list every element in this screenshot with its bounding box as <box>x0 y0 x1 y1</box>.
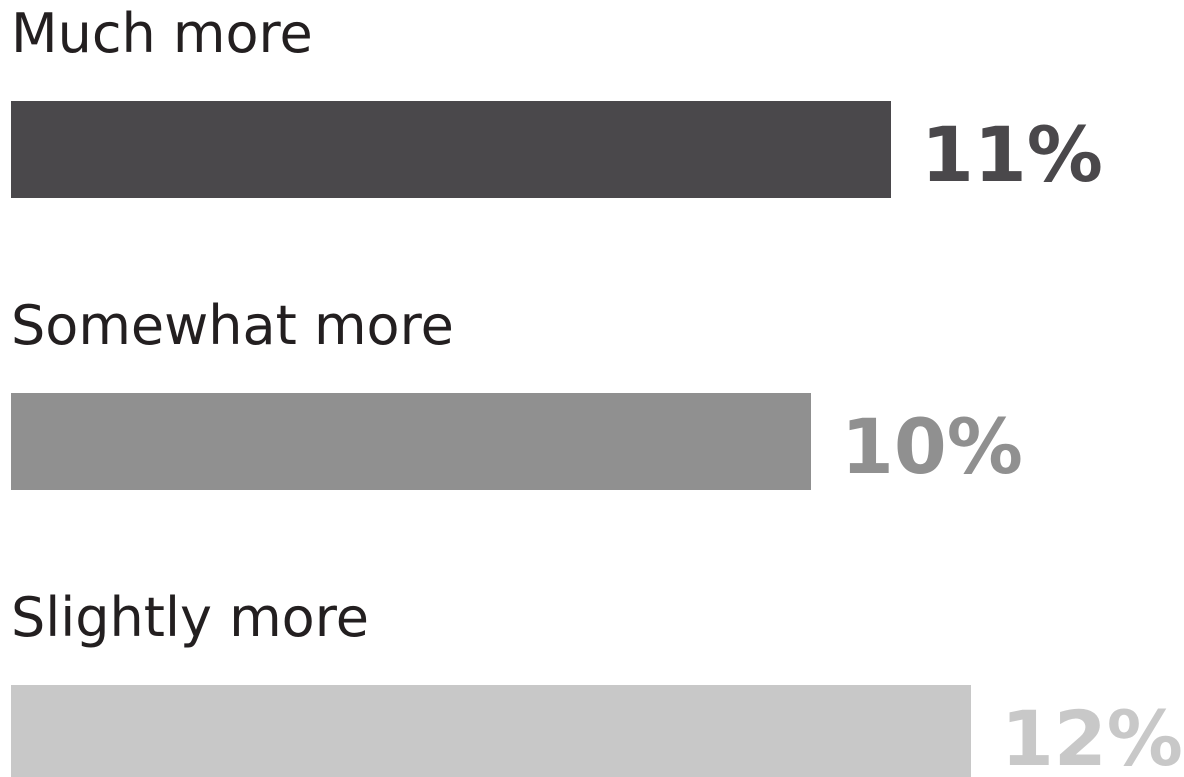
value-label: 12% <box>1001 694 1183 777</box>
category-label: Slightly more <box>11 586 369 649</box>
value-label: 11% <box>921 110 1103 199</box>
category-label: Somewhat more <box>11 294 454 357</box>
bar <box>11 393 811 490</box>
bar <box>11 101 891 198</box>
category-label: Much more <box>11 2 313 65</box>
value-label: 10% <box>841 402 1023 491</box>
bar <box>11 685 971 777</box>
